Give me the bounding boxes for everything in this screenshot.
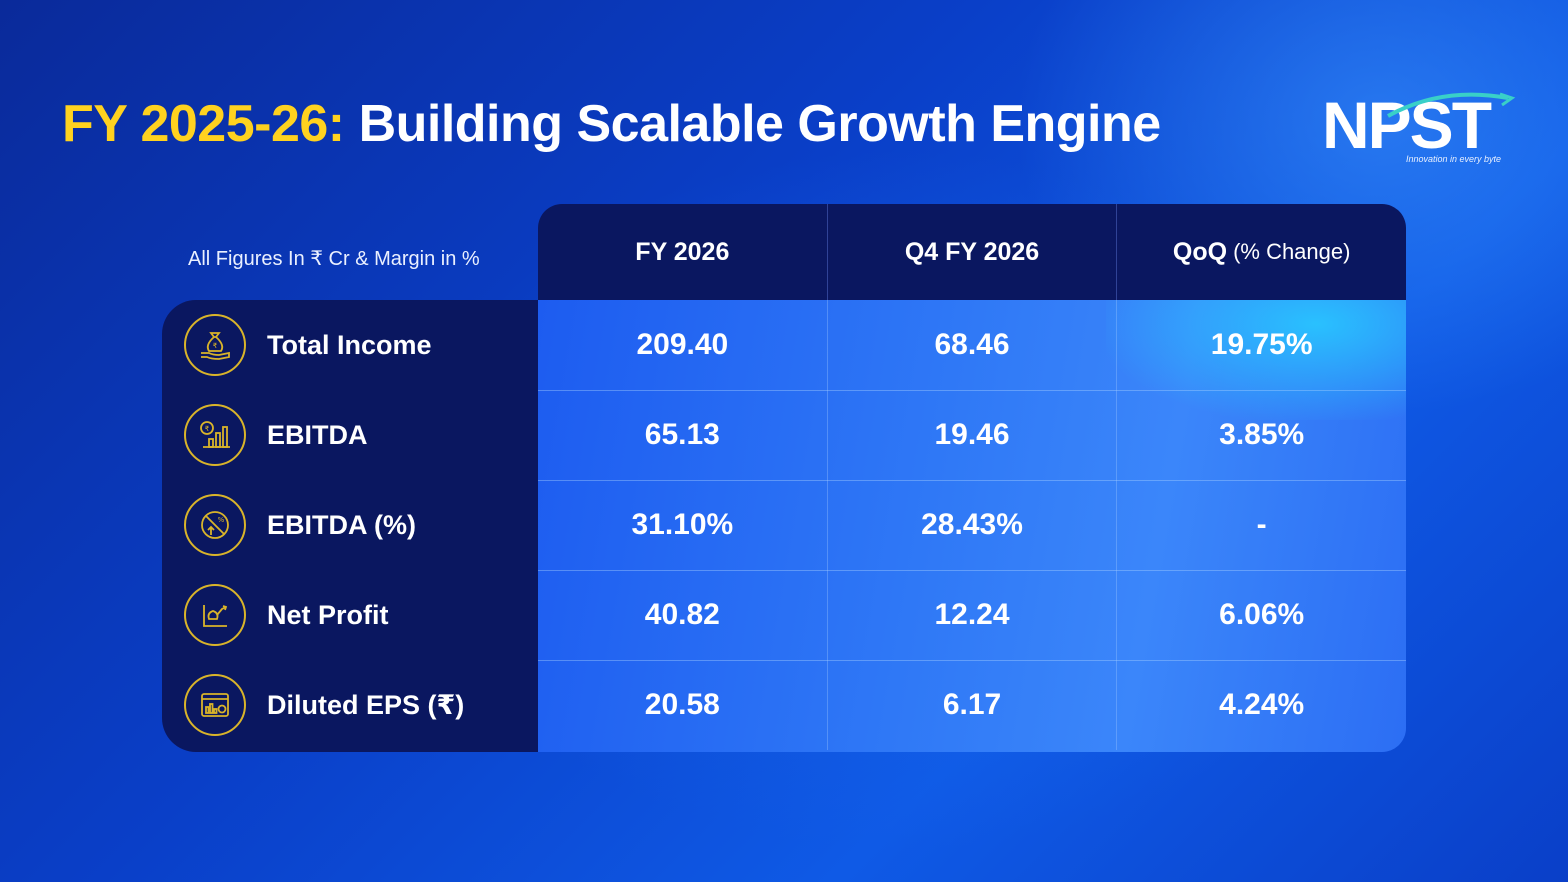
table-row: 65.13 19.46 3.85% <box>538 390 1406 480</box>
column-header-qoq: QoQ (% Change) <box>1116 204 1406 300</box>
value-cell: 4.24% <box>1116 660 1406 750</box>
logo-swoosh-icon <box>1387 92 1516 118</box>
table-row: 31.10% 28.43% - <box>538 480 1406 570</box>
column-header-qoq-sub: (% Change) <box>1233 239 1351 264</box>
money-bag-hand-icon: ₹ <box>184 314 246 376</box>
row-divider <box>538 480 1406 481</box>
row-divider <box>538 660 1406 661</box>
metric-label: EBITDA <box>267 419 368 450</box>
svg-text:₹: ₹ <box>213 342 218 350</box>
eps-dashboard-icon <box>184 674 246 736</box>
value-cell: 6.06% <box>1116 570 1406 660</box>
table-row: 40.82 12.24 6.06% <box>538 570 1406 660</box>
value-cell: 209.40 <box>636 328 729 361</box>
svg-text:₹: ₹ <box>205 425 210 433</box>
value-cell: 19.75% <box>1116 300 1406 390</box>
metric-row-total-income: ₹ Total Income <box>162 300 538 390</box>
svg-text:%: % <box>218 516 225 524</box>
npst-logo: NPST Innovation in every byte <box>1322 92 1522 170</box>
profit-chart-icon <box>184 584 246 646</box>
page-title: FY 2025-26: Building Scalable Growth Eng… <box>62 94 1161 154</box>
metric-row-ebitda: ₹ EBITDA <box>162 390 538 480</box>
metric-label: Total Income <box>267 329 432 360</box>
value-cell: 19.46 <box>826 390 1117 480</box>
value-cell: 68.46 <box>826 300 1117 390</box>
metric-label: EBITDA (%) <box>267 509 416 540</box>
logo-wordmark: NPST <box>1322 88 1492 162</box>
value-cell: 20.58 <box>644 688 720 721</box>
metric-row-net-profit: Net Profit <box>162 570 538 660</box>
metric-labels-panel: ₹ Total Income ₹ EBITDA % <box>162 300 538 752</box>
metric-row-diluted-eps: Diluted EPS (₹) <box>162 660 538 750</box>
units-caption: All Figures In ₹ Cr & Margin in % <box>188 248 480 270</box>
value-cell: 40.82 <box>644 598 720 631</box>
row-divider <box>538 570 1406 571</box>
table-header: FY 2026 Q4 FY 2026 QoQ (% Change) <box>538 204 1406 300</box>
column-header-fy2026: FY 2026 <box>635 237 730 266</box>
table-row: 209.40 68.46 19.75% <box>538 300 1406 390</box>
value-cell: 28.43% <box>826 480 1117 570</box>
value-cell: 3.85% <box>1116 390 1406 480</box>
metric-label: Net Profit <box>267 599 389 630</box>
row-divider <box>538 390 1406 391</box>
metrics-value-grid: 209.40 68.46 19.75% 65.13 19.46 3.85% 31… <box>538 300 1406 752</box>
logo-tagline: Innovation in every byte <box>1406 154 1502 164</box>
table-row: 20.58 6.17 4.24% <box>538 660 1406 750</box>
value-cell: 12.24 <box>826 570 1117 660</box>
value-cell: - <box>1116 480 1406 570</box>
value-cell: 6.17 <box>826 660 1117 750</box>
metric-label: Diluted EPS (₹) <box>267 689 465 720</box>
value-cell: 65.13 <box>644 418 720 451</box>
column-header-q4fy2026: Q4 FY 2026 <box>826 204 1117 300</box>
metric-row-ebitda-percent: % EBITDA (%) <box>162 480 538 570</box>
value-cell: 31.10% <box>631 508 734 541</box>
title-highlight: FY 2025-26: <box>62 95 345 153</box>
percent-growth-icon: % <box>184 494 246 556</box>
title-main: Building Scalable Growth Engine <box>358 95 1162 153</box>
rupee-bar-chart-icon: ₹ <box>184 404 246 466</box>
